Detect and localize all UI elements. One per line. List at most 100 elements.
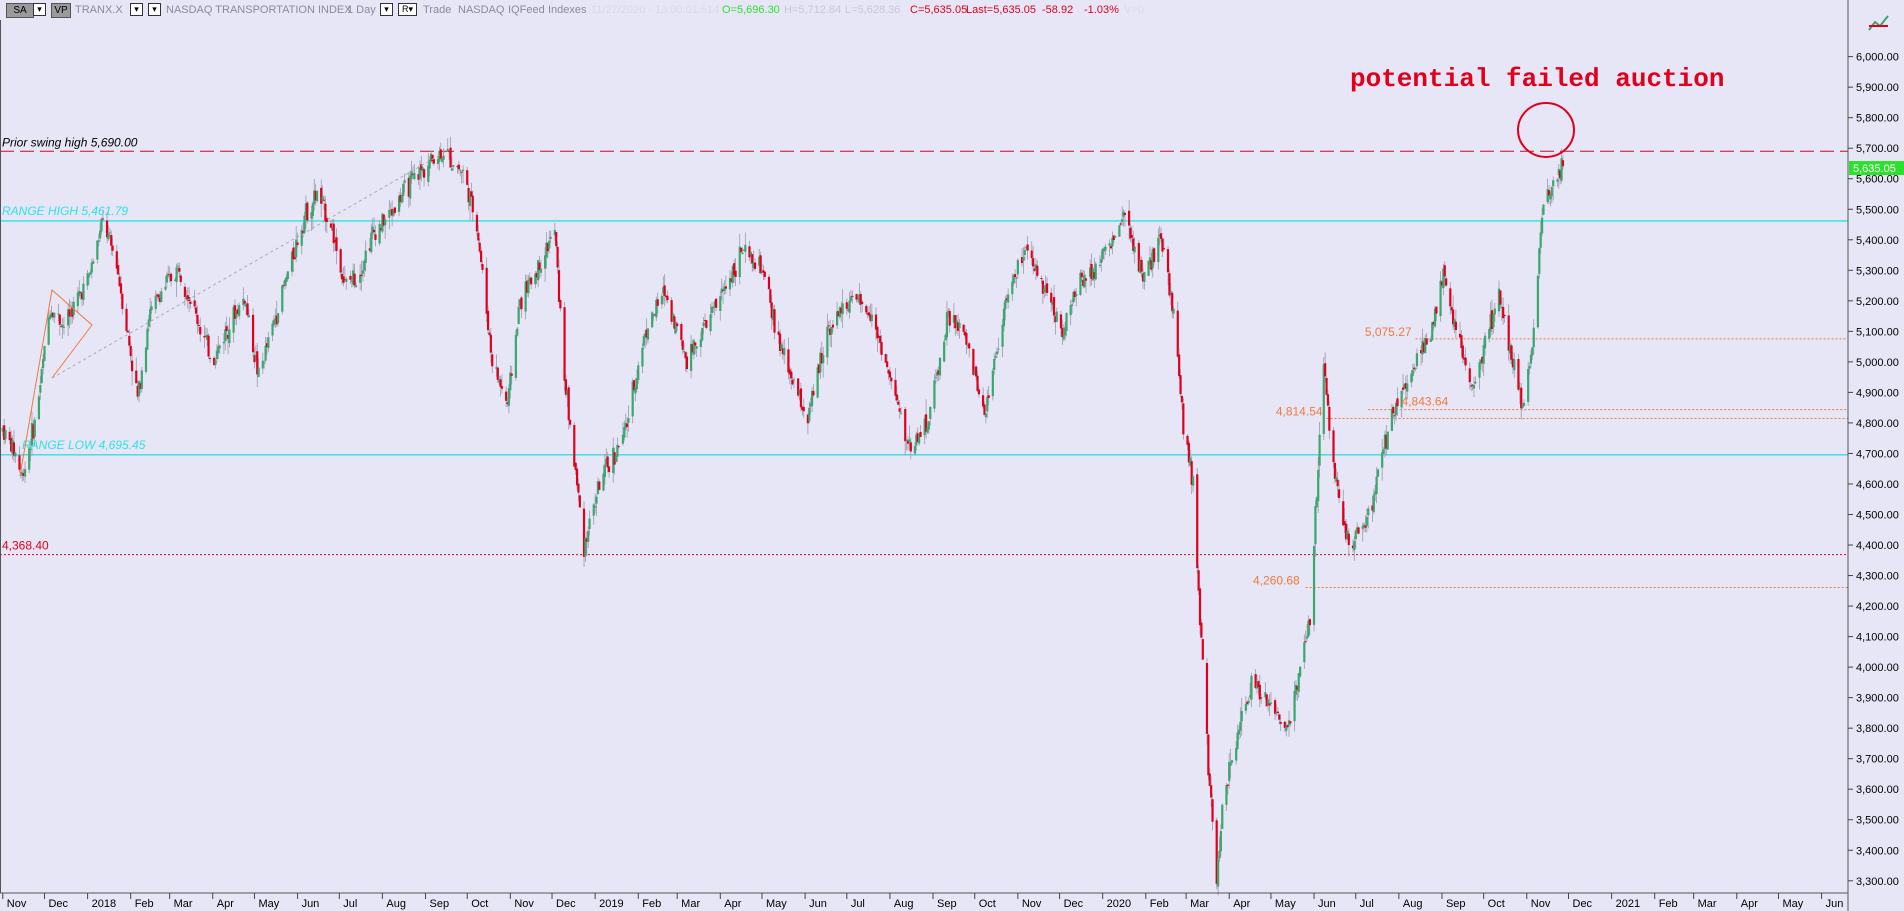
candle-body [1420, 350, 1423, 354]
r-label: R [401, 4, 409, 14]
candle-body [293, 257, 296, 260]
candle-body [851, 295, 854, 297]
candle-body [222, 341, 225, 344]
candle-body [1041, 280, 1044, 294]
candle-body [466, 170, 469, 185]
candle-body [626, 423, 629, 427]
last-price-tag [1849, 161, 1904, 176]
candle-body [689, 343, 693, 371]
candle-body [880, 342, 883, 355]
candle-body [264, 345, 267, 361]
candle-body [1268, 703, 1271, 706]
symbol-dropdown-icon[interactable]: ▾ [130, 3, 143, 16]
candle-body [1111, 237, 1114, 247]
candle-body [1020, 257, 1024, 264]
candle-body [859, 294, 862, 305]
candle-body [495, 367, 498, 369]
candle-body [92, 261, 95, 264]
candle-body [14, 452, 17, 457]
sa-button[interactable]: SA [6, 3, 34, 18]
candle-body [1406, 383, 1409, 392]
candles [1, 136, 1565, 896]
candle-body [39, 385, 42, 393]
candle-body [183, 286, 187, 298]
candle-body [340, 273, 344, 280]
candle-body [1442, 268, 1445, 288]
candle-body [233, 305, 237, 319]
candle-body [573, 425, 576, 467]
last-price-label: 5,635.05 [1853, 163, 1896, 175]
interval-dropdown-icon[interactable]: ▾ [380, 3, 393, 16]
candle-body [364, 250, 367, 264]
candle-body [1394, 402, 1398, 415]
sa-dropdown-icon[interactable]: ▾ [33, 3, 46, 16]
candle-body [196, 314, 199, 325]
candle-body [186, 295, 189, 301]
candle-body [261, 360, 264, 369]
candle-body [320, 187, 323, 204]
trend-arrows-icon[interactable] [1866, 12, 1892, 36]
candle-body [119, 283, 123, 294]
candle-body [1169, 291, 1172, 293]
description-dropdown-icon[interactable]: ▾ [148, 3, 161, 16]
candle-body [154, 295, 157, 309]
candle-body [1052, 297, 1056, 316]
x-tick-label: Sep [1446, 898, 1466, 910]
candle-body [888, 371, 892, 378]
candle-body [1518, 388, 1521, 390]
candle-body [1260, 697, 1263, 699]
candle-body [587, 530, 590, 542]
r-button[interactable]: R▾ [398, 3, 417, 16]
candle-body [1542, 204, 1545, 215]
candle-body [543, 255, 547, 269]
candle-body [524, 281, 527, 312]
interval-label[interactable]: 1 Day [347, 4, 376, 16]
candle-body [1296, 686, 1299, 690]
candle-body [459, 169, 462, 171]
candle-body [352, 270, 355, 285]
candle-body [557, 270, 561, 302]
candle-body [1062, 334, 1065, 340]
y-tick-label: 5,200.00 [1856, 296, 1899, 308]
x-tick-label: Nov [7, 898, 27, 910]
candle-body [1532, 327, 1535, 348]
vp-button[interactable]: VP [51, 3, 71, 18]
candle-body [1517, 359, 1520, 390]
candle-body [929, 406, 932, 419]
candle-body [397, 196, 401, 212]
candle-body [11, 439, 14, 454]
candle-body [283, 279, 287, 286]
candle-body [740, 247, 743, 252]
change-value: -58.92 [1042, 4, 1074, 16]
candle-body [410, 171, 413, 180]
x-tick-label: Feb [135, 898, 154, 910]
candle-body [1148, 257, 1152, 265]
candle-body [1267, 699, 1270, 706]
level-label: 4,260.68 [1253, 574, 1300, 588]
candle-body [1200, 622, 1203, 638]
candle-body [1248, 695, 1252, 697]
candle-body [569, 419, 572, 425]
candle-body [835, 311, 839, 326]
candle-body [958, 322, 961, 329]
candle-body [627, 418, 630, 423]
candle-body [605, 458, 608, 465]
candle-body [1382, 449, 1385, 454]
candle-body [197, 324, 200, 326]
candle-body [335, 237, 338, 251]
candle-body [574, 462, 577, 471]
candle-body [567, 387, 570, 421]
symbol-label[interactable]: TRANX.X [75, 4, 123, 16]
candle-body [79, 291, 82, 293]
candle-body [1374, 491, 1377, 495]
candle-body [1265, 694, 1268, 707]
candle-body [1482, 345, 1485, 364]
candle-body [963, 331, 967, 336]
candle-body [139, 383, 142, 389]
candle-body [1007, 294, 1010, 303]
candle-body [1527, 368, 1530, 402]
candle-body [1130, 235, 1133, 238]
candle-body [1054, 316, 1057, 323]
candle-body [232, 306, 235, 333]
